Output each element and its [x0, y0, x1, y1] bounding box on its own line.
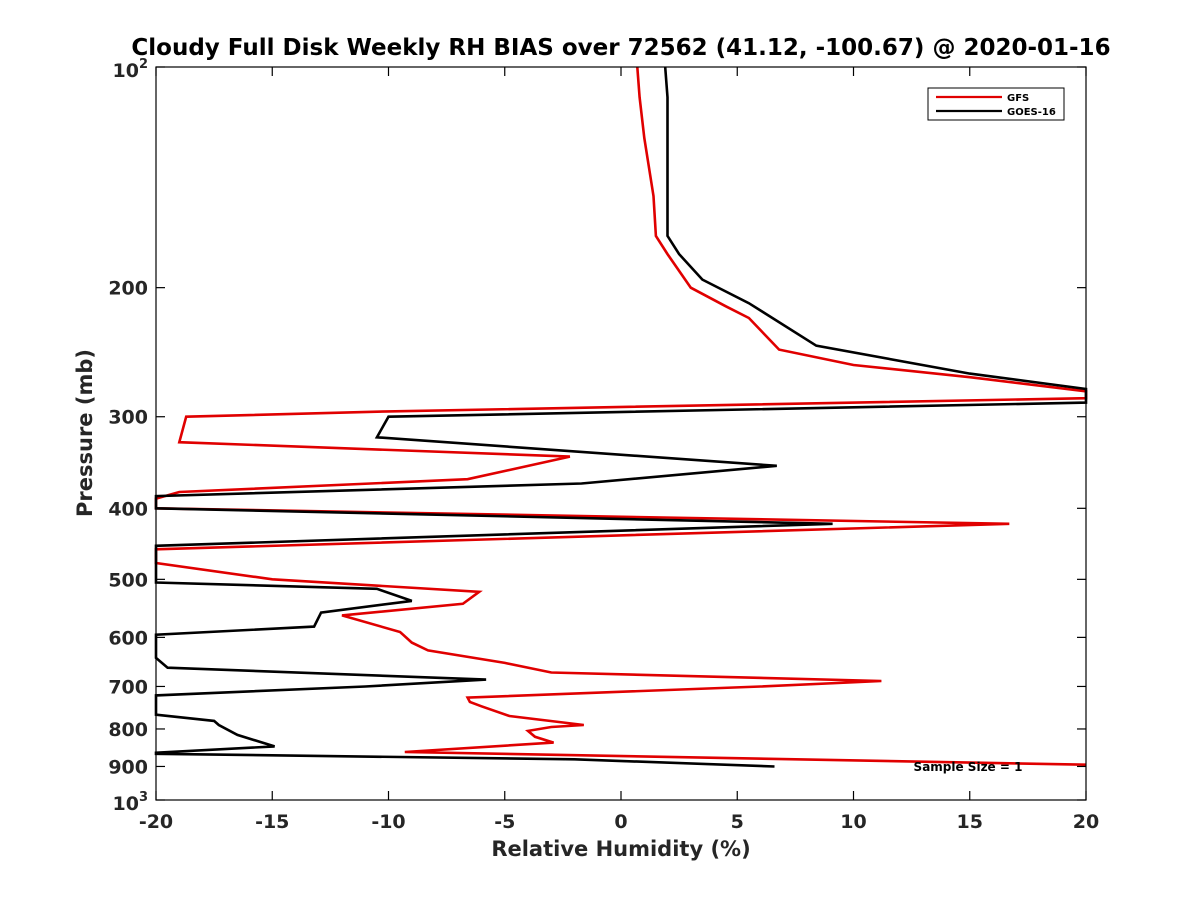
y-tick-label: 102 — [113, 57, 149, 82]
x-axis-label: Relative Humidity (%) — [491, 837, 750, 861]
legend-label-goes16: GOES-16 — [1007, 107, 1056, 118]
x-tick-label: -15 — [255, 811, 289, 833]
y-tick-label: 200 — [108, 278, 148, 300]
x-tick-label: 5 — [731, 811, 744, 833]
y-tick-label: 600 — [108, 627, 148, 649]
y-tick-label: 700 — [108, 676, 148, 698]
y-tick-label: 103 — [113, 790, 149, 815]
x-tick-label: 10 — [840, 811, 866, 833]
x-axis-ticks: -20 -15 -10 -5 0 5 10 15 20 — [139, 67, 1099, 833]
legend: GFS GOES-16 — [927, 87, 1065, 121]
x-tick-label: 20 — [1073, 811, 1099, 833]
legend-box — [927, 87, 1065, 121]
x-tick-label: -20 — [139, 811, 173, 833]
y-axis-label: Pressure (mb) — [73, 349, 97, 517]
y-axis-ticks: 102 200 300 400 500 600 700 800 900 103 — [108, 57, 1086, 815]
chart-title: Cloudy Full Disk Weekly RH BIAS over 725… — [131, 35, 1110, 61]
x-tick-label: 0 — [614, 811, 627, 833]
legend-label-gfs: GFS — [1007, 93, 1029, 104]
sample-size-note: Sample Size = 1 — [914, 760, 1023, 774]
x-tick-label: -10 — [371, 811, 405, 833]
y-tick-label: 500 — [108, 569, 148, 591]
y-tick-label: 300 — [108, 407, 148, 429]
y-tick-label: 900 — [108, 756, 148, 778]
y-tick-label: 400 — [108, 498, 148, 520]
y-tick-label: 800 — [108, 719, 148, 741]
x-tick-label: -5 — [494, 811, 515, 833]
x-tick-label: 15 — [957, 811, 983, 833]
